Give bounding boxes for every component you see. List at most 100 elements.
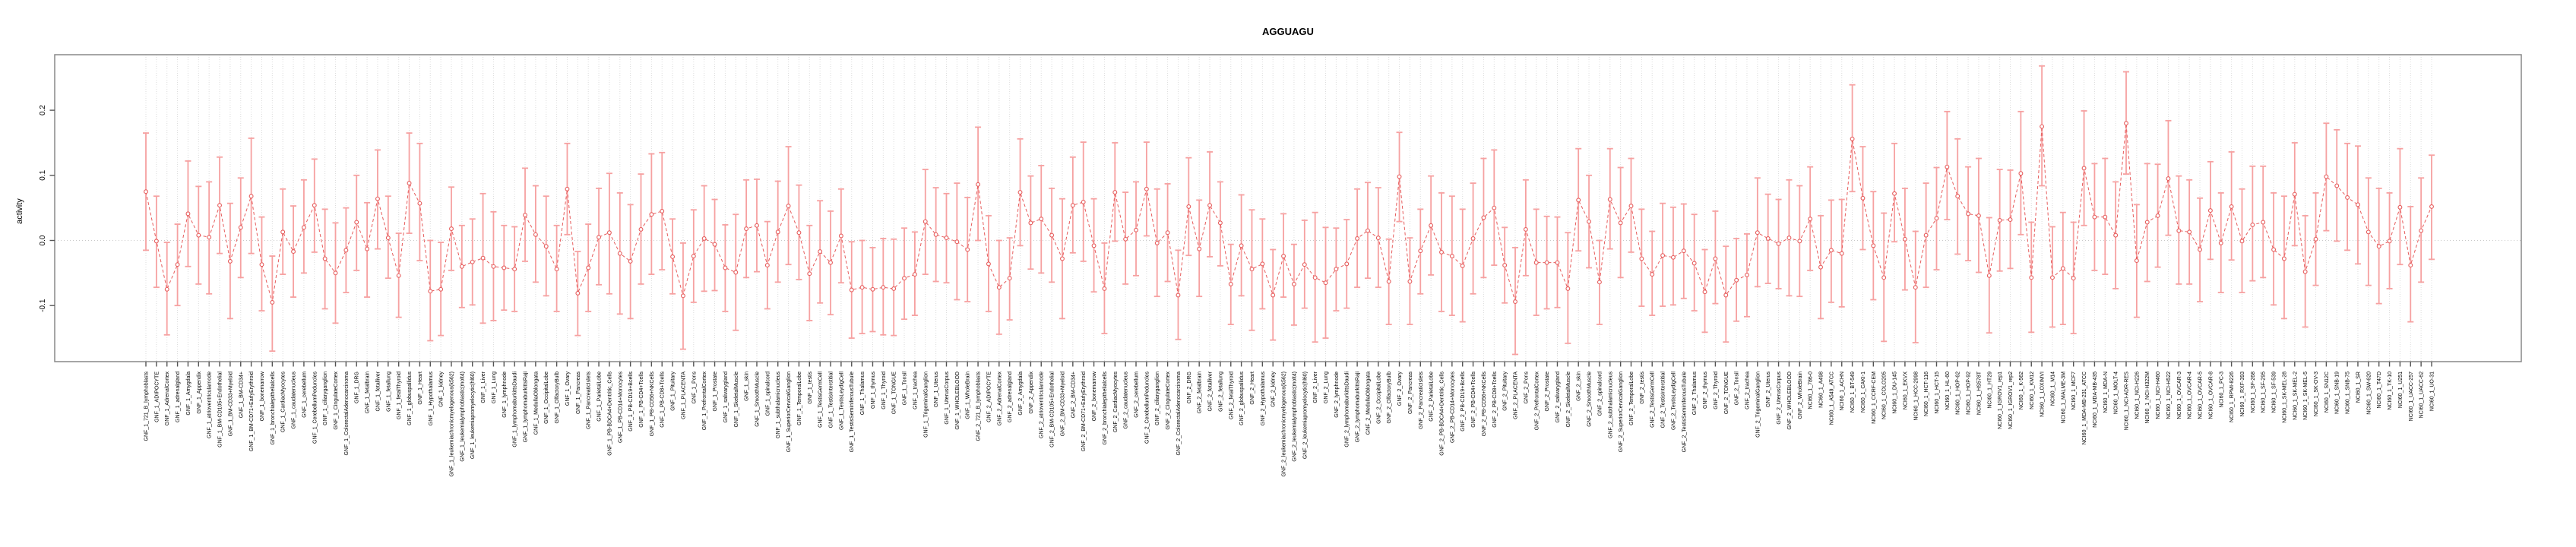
mean-point <box>755 223 759 228</box>
x-tick-label: GNF_2_thymus <box>1703 372 1708 409</box>
mean-point <box>1460 263 1465 268</box>
mean-point <box>1134 227 1138 232</box>
x-tick-label: GNF_2_PB-BDCA4+Dentritic_Cells <box>1439 372 1445 456</box>
mean-point <box>2292 191 2297 197</box>
x-tick-label: GNF_2_fetalbrain <box>1198 372 1203 413</box>
mean-point <box>1144 186 1149 191</box>
x-tick-label: GNF_2_WholeBrain <box>1798 372 1803 419</box>
chart-title: AGGUAGU <box>1262 26 1314 37</box>
mean-point <box>2113 232 2119 238</box>
x-tick-label: NCI60_1_HS578T <box>1976 371 1982 415</box>
x-tick-label: GNF_2_CerebellumPeduncles <box>1144 372 1150 444</box>
mean-point <box>1334 267 1339 272</box>
x-tick-label: GNF_1_BM-CD105+Endothelial <box>218 372 223 447</box>
x-tick-label: GNF_1_OlfactoryBulb <box>555 372 560 424</box>
x-tick-label: GNF_2_SuperiorCervicalGanglion <box>1619 372 1624 452</box>
plot-border <box>54 54 2522 362</box>
x-tick-label: NCI60_1_NCI-H322M <box>2145 372 2150 424</box>
mean-point <box>407 181 412 186</box>
mean-point <box>764 263 770 268</box>
mean-point <box>2281 256 2286 261</box>
mean-point <box>1176 292 1181 298</box>
x-tick-label: GNF_1_bonemarrow <box>260 371 265 421</box>
x-tick-label: GNF_2_fetalThyroid <box>1229 372 1234 419</box>
x-tick-label: GNF_1_OccipitalLobe <box>544 372 549 424</box>
x-tick-label: GNF_2_ColorectalAdenocarcinoma <box>1176 372 1182 456</box>
mean-point <box>259 262 264 267</box>
x-tick-label: GNF_1_Pons <box>691 372 697 404</box>
mean-point <box>1839 251 1844 256</box>
x-tick-label: GNF_2_PLACENTA <box>1514 372 1519 419</box>
mean-point <box>1892 191 1897 196</box>
x-tick-label: NCI60_1_RPMI-8226 <box>2229 372 2235 422</box>
x-tick-label: GNF_2_OccipitalLobe <box>1376 372 1381 424</box>
x-tick-label: GNF_2_UterusCorpus <box>1777 372 1782 425</box>
mean-point <box>849 287 854 292</box>
mean-point <box>660 208 665 213</box>
mean-point <box>1429 223 1434 228</box>
x-tick-label: NCI60_1_SR <box>2356 372 2361 403</box>
mean-point <box>1523 226 1528 232</box>
mean-point <box>2060 266 2065 271</box>
x-tick-label: GNF_1_DRG <box>355 372 360 403</box>
mean-point <box>2429 204 2434 209</box>
x-tick-label: GNF_1_salivarygland <box>723 372 729 422</box>
mean-point <box>1650 272 1655 277</box>
mean-point <box>396 273 401 278</box>
x-tick-label: GNF_2_TemporalLobe <box>1629 372 1635 425</box>
x-tick-label: NCI60_1_M14 <box>2050 372 2055 406</box>
x-tick-label: NCI60_1_SW-620 <box>2366 372 2372 415</box>
x-tick-label: GNF_2_ciliaryganglion <box>1155 372 1160 425</box>
x-tick-label: GNF_1_globuspallidus <box>407 372 413 425</box>
mean-point <box>2324 174 2329 179</box>
x-tick-label: NCI60_1_SK-MEL-2 <box>2293 372 2298 420</box>
mean-point <box>1745 272 1749 277</box>
mean-point <box>1786 236 1792 241</box>
x-tick-label: NCI60_1_LOXIMVI <box>2040 372 2046 417</box>
x-tick-label: GNF_2_721_B_lymphoblasts <box>976 372 982 441</box>
x-tick-label: GNF_2_TestisSeminiferousTubule <box>1682 372 1687 452</box>
mean-point <box>670 254 676 259</box>
mean-point <box>922 219 928 224</box>
mean-point <box>1913 285 1918 290</box>
mean-point <box>701 236 707 241</box>
x-tick-label: GNF_1_BM-CD33+Myeloid <box>228 372 233 436</box>
mean-point <box>2271 247 2277 252</box>
x-tick-label: NCI60_1_OVCAR-4 <box>2188 372 2193 419</box>
x-tick-label: GNF_1_Liver <box>481 371 486 403</box>
x-tick-label: GNF_2_Appendix <box>1029 372 1034 414</box>
x-tick-label: GNF_1_721_B_lymphoblasts <box>144 372 150 441</box>
mean-point <box>1312 275 1318 280</box>
x-tick-label: GNF_2_adrenalgland <box>1008 372 1013 422</box>
mean-point <box>1186 204 1191 209</box>
mean-point <box>533 232 538 237</box>
mean-point <box>1375 236 1381 241</box>
x-tick-label: GNF_2_TestisInterstitial <box>1661 372 1666 428</box>
mean-point <box>2239 239 2245 244</box>
mean-point <box>1513 299 1517 305</box>
mean-point <box>1576 198 1581 203</box>
x-tick-label: GNF_1_TemporalLobe <box>797 372 802 425</box>
x-tick-label: NCI60_1_PC-3 <box>2219 372 2224 408</box>
mean-point <box>1102 286 1107 291</box>
x-tick-label: NCI60_1_HCT-15 <box>1935 372 1940 414</box>
mean-point <box>343 248 349 253</box>
mean-point <box>1281 254 1286 259</box>
mean-point <box>1028 220 1033 226</box>
x-tick-label: GNF_1_lymphnode <box>502 372 508 418</box>
x-tick-label: GNF_2_cerebellum <box>1135 372 1140 418</box>
x-tick-label: GNF_1_cerebellum <box>302 372 307 418</box>
x-tick-label: GNF_2_fetallung <box>1218 372 1223 412</box>
x-tick-label: NCI60_1_SK-MEL-5 <box>2303 372 2309 420</box>
x-tick-label: GNF_1_leukemiachronicmyelogenous(k562) <box>449 372 454 477</box>
x-tick-label: GNF_2_Ovary <box>1397 372 1403 406</box>
x-tick-label: NCI60_1_SNB-75 <box>2346 372 2351 414</box>
mean-point <box>301 225 306 230</box>
mean-point <box>554 267 559 272</box>
mean-point <box>796 230 802 236</box>
mean-point <box>365 246 370 251</box>
x-tick-label: NCI60_1_CCRF-CEM <box>1872 372 1877 424</box>
x-tick-label: NCI60_1_SK-OV-3 <box>2314 372 2319 416</box>
mean-point <box>1871 243 1876 248</box>
x-tick-label: NCI60_1_TK-10 <box>2388 372 2393 410</box>
